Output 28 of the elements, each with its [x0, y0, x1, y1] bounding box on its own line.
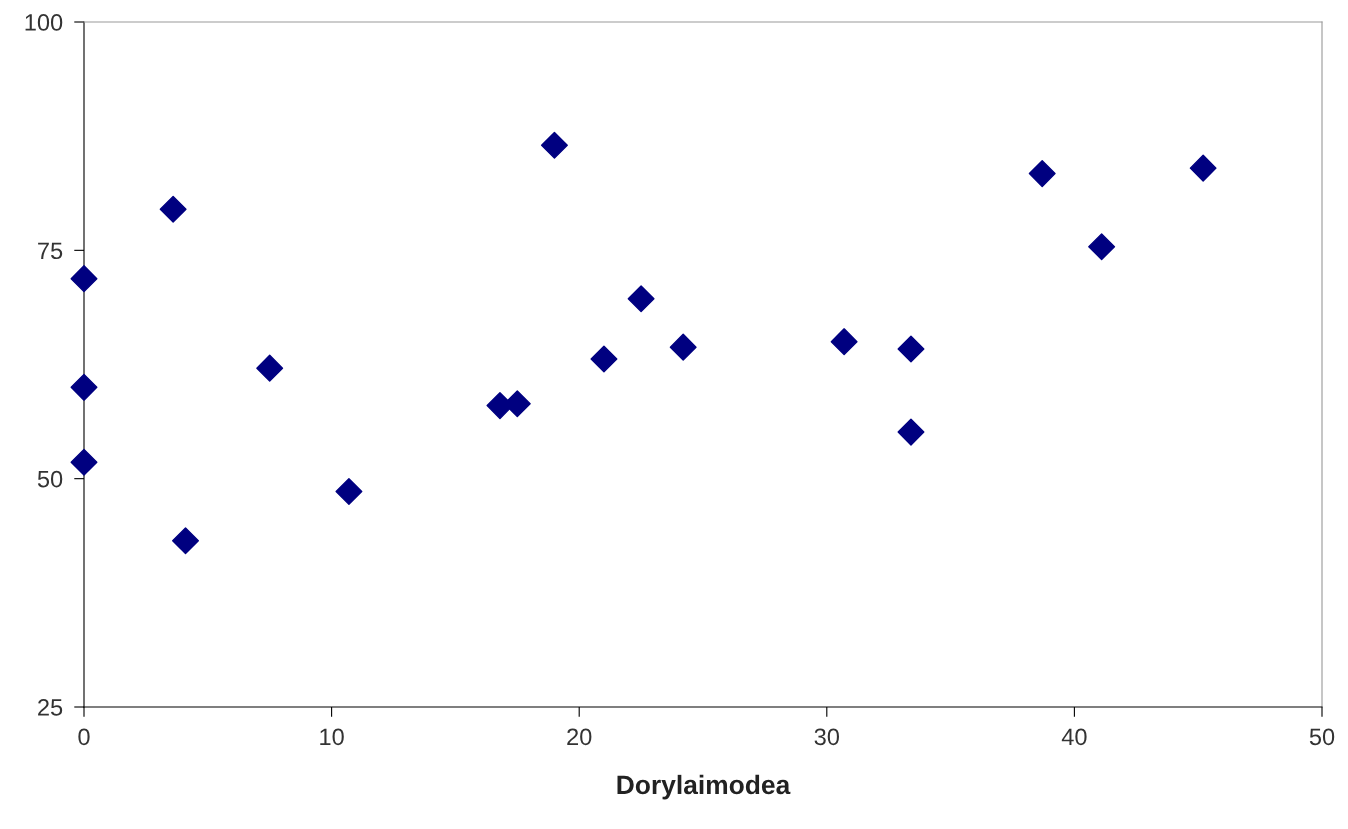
- point: [590, 345, 618, 373]
- point: [70, 265, 98, 293]
- point: [70, 373, 98, 401]
- point: [159, 195, 187, 223]
- point: [70, 448, 98, 476]
- x-tick-label: 0: [78, 728, 90, 746]
- point: [1189, 154, 1217, 182]
- point: [540, 131, 568, 159]
- x-axis-title: Dorylaimodea: [617, 774, 791, 800]
- point: [256, 354, 284, 382]
- y-tick-label: 50: [37, 470, 63, 488]
- point: [897, 335, 925, 363]
- point: [830, 328, 858, 356]
- y-tick-label: 75: [38, 242, 63, 260]
- point: [1028, 160, 1056, 188]
- point: [172, 527, 200, 555]
- x-tick-label: 10: [320, 728, 344, 746]
- x-tick-label: 20: [567, 728, 592, 746]
- x-tick-label: 30: [814, 728, 840, 746]
- point: [627, 285, 655, 313]
- x-tick-label: 40: [1061, 728, 1087, 746]
- x-tick-label: 50: [1309, 728, 1335, 746]
- point: [669, 333, 697, 361]
- y-tick-label: 25: [38, 699, 63, 716]
- y-tick-label: 100: [25, 14, 63, 31]
- point: [335, 477, 363, 505]
- point: [1088, 233, 1116, 261]
- point: [897, 418, 925, 446]
